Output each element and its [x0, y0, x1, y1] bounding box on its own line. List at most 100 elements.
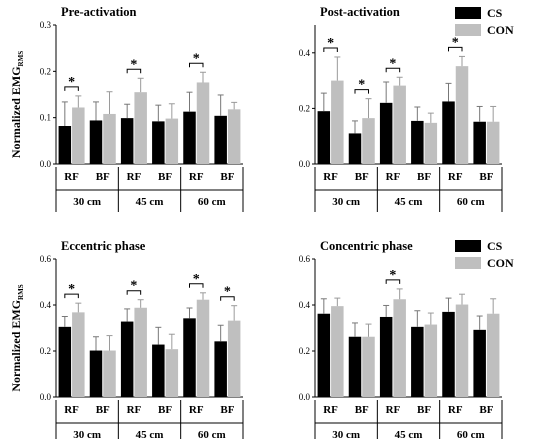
- panel-2: Post-activation 0.0 0.2 0.4 RF * BF * RF * BF RF * BF…: [299, 5, 503, 212]
- y-tick-label: 0.6: [40, 254, 52, 264]
- significance-star: *: [224, 285, 231, 300]
- bar-cs: [58, 326, 72, 397]
- legend-label-con: CON: [487, 23, 514, 37]
- bar-con: [134, 307, 147, 397]
- bar-cs: [89, 120, 103, 164]
- y-tick-label: 0.0: [299, 159, 311, 169]
- y-tick-label: 0.1: [40, 113, 51, 123]
- bar-con: [134, 92, 147, 164]
- category-label: RF: [448, 404, 463, 416]
- group-label: 30 cm: [332, 429, 360, 439]
- category-label: BF: [96, 171, 110, 183]
- significance-bracket: [126, 68, 142, 74]
- panel-1: Pre-activation 0.0 0.1 0.2 0.3 Normalized EMG…: [9, 5, 244, 212]
- group-label: 60 cm: [198, 429, 226, 439]
- y-axis-label: Normalized EMGRMS: [9, 284, 25, 391]
- bar-con: [393, 299, 406, 397]
- bar-con: [72, 312, 85, 397]
- category-label: RF: [323, 171, 338, 183]
- bar-con: [196, 82, 210, 164]
- group-label: 45 cm: [395, 196, 423, 208]
- legend-label-cs: CS: [487, 6, 503, 20]
- category-label: RF: [127, 404, 142, 416]
- category-label: RF: [64, 171, 79, 183]
- category-label: RF: [64, 404, 79, 416]
- bar-con: [362, 118, 375, 164]
- panel-title: Eccentric phase: [61, 239, 146, 253]
- legend-swatch-cs: [455, 7, 481, 19]
- category-label: BF: [479, 404, 493, 416]
- bar-con: [103, 350, 116, 397]
- y-tick-label: 0.3: [40, 20, 52, 30]
- group-label: 60 cm: [457, 429, 485, 439]
- group-label: 60 cm: [457, 196, 485, 208]
- significance-star: *: [130, 57, 137, 72]
- bar-cs: [183, 111, 196, 164]
- bar-cs: [183, 318, 196, 397]
- significance-star: *: [193, 272, 200, 287]
- y-axis-label-main: Normalized EMG: [9, 300, 23, 392]
- bar-cs: [442, 101, 455, 164]
- bar-cs: [120, 321, 134, 397]
- bar-con: [165, 118, 179, 164]
- bar-con: [393, 85, 406, 164]
- bar-con: [486, 121, 500, 164]
- bar-cs: [348, 133, 362, 164]
- category-label: BF: [158, 171, 172, 183]
- significance-star: *: [452, 35, 459, 50]
- bar-con: [424, 122, 438, 164]
- y-tick-label: 0.4: [299, 48, 311, 58]
- category-label: RF: [386, 171, 401, 183]
- bar-con: [362, 336, 375, 397]
- group-label: 30 cm: [73, 429, 101, 439]
- y-tick-label: 0.4: [299, 300, 311, 310]
- significance-bracket: [220, 296, 235, 301]
- y-axis-label-subscript: RMS: [17, 284, 25, 300]
- group-label: 45 cm: [395, 429, 423, 439]
- bar-cs: [152, 344, 165, 397]
- category-label: BF: [158, 404, 172, 416]
- legend: CS CON: [455, 6, 514, 37]
- bar-con: [424, 324, 438, 397]
- legend-label-cs: CS: [487, 239, 503, 253]
- group-label: 45 cm: [136, 196, 164, 208]
- bar-cs: [379, 102, 393, 164]
- y-tick-label: 0.0: [40, 159, 52, 169]
- significance-bracket: [126, 290, 142, 295]
- bar-cs: [411, 120, 424, 164]
- bar-cs: [317, 313, 331, 397]
- bar-cs: [442, 311, 455, 397]
- significance-star: *: [327, 36, 334, 51]
- bar-cs: [473, 329, 486, 397]
- category-label: RF: [189, 171, 204, 183]
- legend-swatch-con: [455, 257, 481, 269]
- bar-cs: [473, 121, 486, 164]
- group-label: 60 cm: [198, 196, 226, 208]
- category-label: BF: [355, 171, 369, 183]
- group-label: 45 cm: [136, 429, 164, 439]
- bar-cs: [120, 118, 134, 164]
- bar-cs: [214, 341, 227, 397]
- y-tick-label: 0.4: [40, 300, 52, 310]
- category-label: BF: [220, 404, 234, 416]
- panel-title: Post-activation: [320, 5, 400, 19]
- significance-bracket: [385, 279, 401, 284]
- bar-con: [331, 80, 344, 164]
- significance-star: *: [389, 268, 396, 283]
- y-tick-label: 0.2: [40, 346, 51, 356]
- significance-bracket: [385, 67, 401, 73]
- bar-con: [165, 349, 179, 397]
- category-label: BF: [417, 171, 431, 183]
- significance-star: *: [130, 279, 137, 294]
- category-label: RF: [127, 171, 142, 183]
- significance-star: *: [358, 78, 365, 93]
- bar-cs: [214, 115, 227, 164]
- group-label: 30 cm: [332, 196, 360, 208]
- significance-bracket: [64, 86, 79, 91]
- significance-star: *: [68, 282, 75, 297]
- category-label: BF: [479, 171, 493, 183]
- bar-con: [227, 320, 241, 397]
- bar-con: [196, 299, 210, 397]
- category-label: BF: [417, 404, 431, 416]
